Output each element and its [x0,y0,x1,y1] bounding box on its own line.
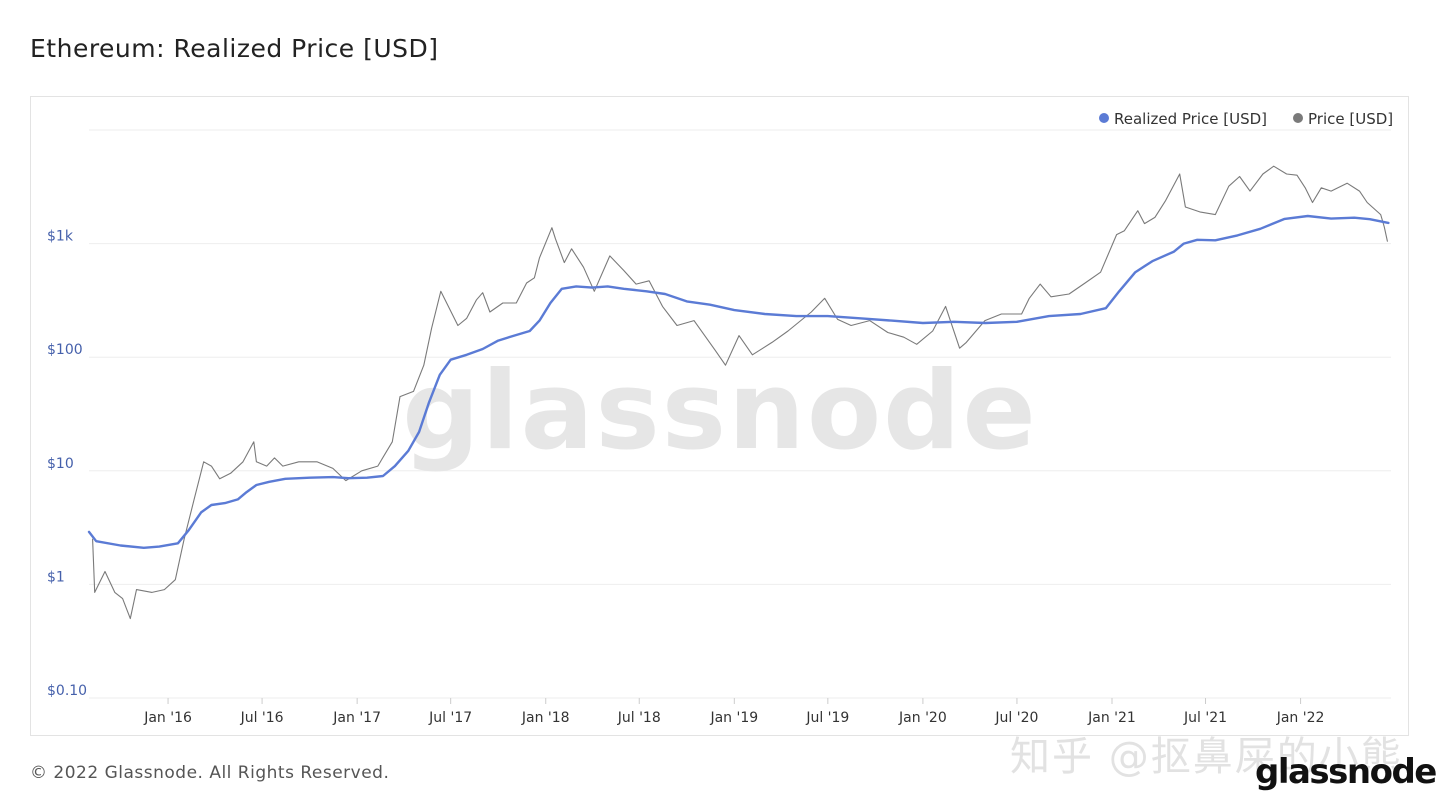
legend-label-realized[interactable]: Realized Price [USD] [1114,110,1267,128]
y-tick-label: $0.10 [47,683,87,699]
x-tick-label: Jul '16 [240,710,284,726]
y-axis-labels: $0.10 $1 $10 $100 $1k [47,229,87,699]
y-tick-label: $100 [47,342,83,358]
x-tick-label: Jan '19 [709,710,758,726]
x-tick-label: Jul '21 [1183,710,1227,726]
glassnode-watermark: glassnode [402,349,1037,474]
realized-price-line [87,214,1390,549]
glassnode-logo: glassnode [1255,752,1437,792]
chart-grid [89,129,1391,699]
x-tick-label: Jul '18 [617,710,661,726]
page-title: Ethereum: Realized Price [USD] [30,34,439,63]
price-line [92,165,1388,620]
x-tick-label: Jul '19 [805,710,849,726]
chart-frame [30,96,1409,736]
x-tick-label: Jan '18 [521,710,570,726]
copyright-footer: © 2022 Glassnode. All Rights Reserved. [30,763,390,783]
x-tick-label: Jan '21 [1087,710,1136,726]
y-tick-label: $1 [47,569,65,585]
x-tick-label: Jan '16 [143,710,192,726]
x-tick-label: Jul '17 [428,710,472,726]
legend-marker-price[interactable] [1293,113,1303,123]
legend-marker-realized[interactable] [1099,113,1109,123]
x-tick-label: Jul '20 [994,710,1038,726]
x-tick-label: Jan '20 [898,710,947,726]
y-tick-label: $10 [47,456,74,472]
y-tick-label: $1k [47,229,74,245]
x-tick-label: Jan '22 [1276,710,1325,726]
x-axis-labels: Jan '16 Jul '16 Jan '17 Jul '17 Jan '18 Jul '… [143,698,1324,726]
legend-label-price[interactable]: Price [USD] [1308,110,1393,128]
chart-legend: Realized Price [USD] Price [USD] [1099,110,1393,128]
chart-lines [87,165,1390,620]
x-tick-label: Jan '17 [332,710,381,726]
zhihu-watermark: 知乎 @抠鼻屎的小熊 [1010,734,1403,780]
